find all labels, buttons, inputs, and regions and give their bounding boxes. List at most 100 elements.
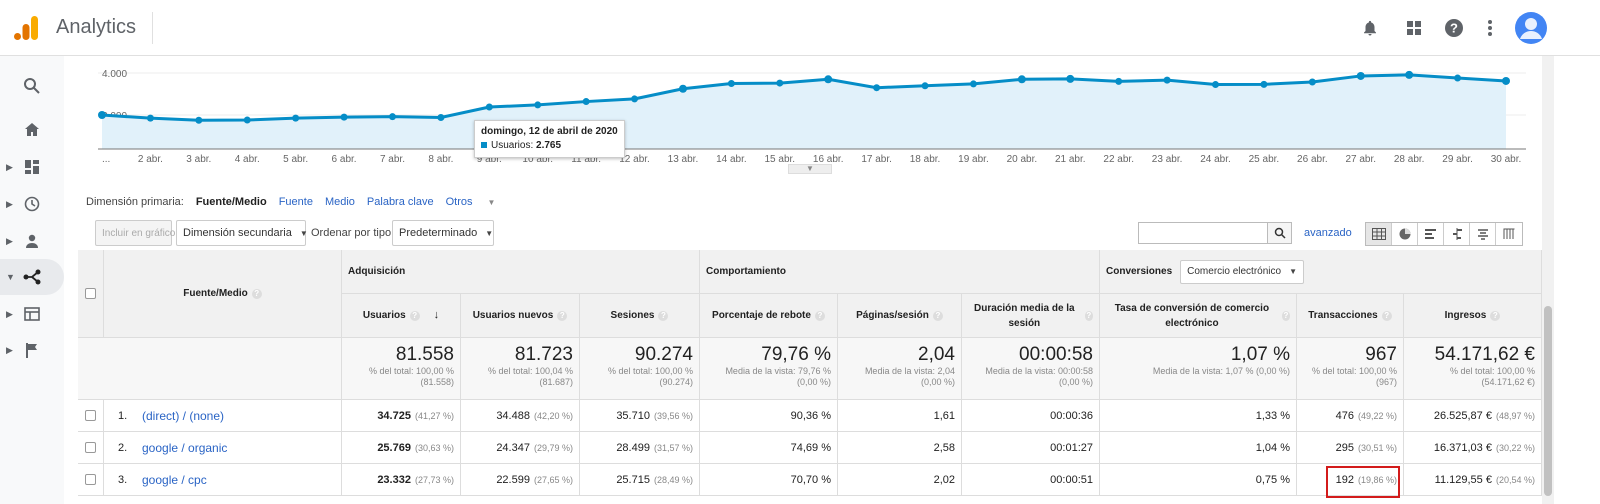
cell-users: 25.769 (30,63 %) <box>342 432 461 464</box>
cell-bounce-rate: 90,36 % <box>700 400 838 432</box>
dimension-source[interactable]: Fuente <box>278 196 313 208</box>
view-data-table-button[interactable] <box>1366 223 1392 245</box>
help-tooltip-icon[interactable]: ? <box>251 288 262 299</box>
data-point <box>1454 74 1462 82</box>
help-tooltip-icon[interactable]: ? <box>1490 310 1501 321</box>
table-filter-search-button[interactable] <box>1268 222 1292 244</box>
search-icon <box>1274 227 1286 239</box>
total-subtext: % del total: 100,00 % <box>1311 366 1397 376</box>
users-line-chart[interactable]: 2.0004.000...2 abr.3 abr.4 abr.5 abr.6 a… <box>78 56 1542 176</box>
chevron-down-icon: ▼ <box>487 198 496 207</box>
nav-behavior[interactable]: ▶ <box>0 296 64 332</box>
help-tooltip-icon[interactable]: ? <box>814 310 825 321</box>
total-value: 2,04 <box>918 344 955 365</box>
header-transactions[interactable]: Transacciones? <box>1297 294 1404 338</box>
cell-avg-session-duration: 00:00:51 <box>962 464 1100 496</box>
header-bounce-rate[interactable]: Porcentaje de rebote? <box>700 294 838 338</box>
help-tooltip-icon[interactable]: ? <box>557 310 568 321</box>
x-tick-label: 28 abr. <box>1394 154 1425 165</box>
nav-search[interactable] <box>0 68 64 104</box>
dimension-medium[interactable]: Medio <box>324 196 355 208</box>
header-source-medium[interactable]: Fuente/Medio? <box>104 250 342 338</box>
cell-new-users: 22.599 (27,65 %) <box>461 464 580 496</box>
help-tooltip-icon[interactable]: ? <box>1084 310 1093 321</box>
nav-conversions[interactable]: ▶ <box>0 332 64 368</box>
header-revenue[interactable]: Ingresos? <box>1404 294 1542 338</box>
view-term-cloud-button[interactable] <box>1470 223 1496 245</box>
scrollbar-thumb[interactable] <box>1544 306 1552 496</box>
help-tooltip-icon[interactable]: ? <box>932 310 943 321</box>
data-point <box>1212 81 1220 89</box>
cell-value: 476 <box>1335 409 1354 422</box>
x-tick-label: 18 abr. <box>910 154 941 165</box>
header-new-users[interactable]: Usuarios nuevos? <box>461 294 580 338</box>
row-index: 3. <box>118 473 128 486</box>
y-tick-label: 4.000 <box>102 69 127 80</box>
primary-dimension-row: Dimensión primaria: Fuente/Medio Fuente Med… <box>86 196 519 208</box>
apps-grid-icon[interactable] <box>1400 14 1428 42</box>
source-medium-link[interactable]: google / cpc <box>142 472 207 487</box>
table-filter-input[interactable] <box>1138 222 1268 244</box>
total-subtext: (0,00 %) <box>796 377 831 387</box>
help-icon[interactable]: ? <box>1440 14 1468 42</box>
behavior-icon <box>22 304 42 324</box>
nav-audience[interactable]: ▶ <box>0 223 64 259</box>
cell-avg-session-duration: 00:01:27 <box>962 432 1100 464</box>
header-users[interactable]: Usuarios? ↓ <box>342 294 461 338</box>
header-avg-session-duration[interactable]: Duración media de la sesión? <box>962 294 1100 338</box>
header-ecommerce-conversion-rate[interactable]: Tasa de conversión de comercio electróni… <box>1100 294 1297 338</box>
view-percentage-button[interactable] <box>1392 223 1418 245</box>
dimension-keyword[interactable]: Palabra clave <box>366 196 434 208</box>
header-label: Ingresos <box>1444 310 1487 321</box>
plot-rows-button[interactable]: Incluir en gráfico <box>95 220 175 246</box>
cell-percent: (27,65 %) <box>533 474 573 485</box>
header-pages-per-session[interactable]: Páginas/sesión? <box>838 294 962 338</box>
select-all-checkbox[interactable] <box>78 250 104 338</box>
chart-expand-handle[interactable]: ▼ <box>788 164 832 174</box>
header-sessions[interactable]: Sesiones? <box>580 294 700 338</box>
x-tick-label: 17 abr. <box>861 154 892 165</box>
cell-sessions: 35.710 (39,56 %) <box>580 400 700 432</box>
conversion-type-dropdown[interactable]: Comercio electrónico ▼ <box>1180 259 1305 284</box>
cell-value: 1,33 % <box>1255 409 1290 422</box>
sort-type-dropdown[interactable]: Predeterminado ▼ <box>392 220 494 246</box>
source-medium-link[interactable]: google / organic <box>142 440 228 455</box>
source-medium-link[interactable]: (direct) / (none) <box>142 408 225 423</box>
help-tooltip-icon[interactable]: ? <box>658 310 669 321</box>
total-subtext: (967) <box>1375 377 1397 387</box>
row-checkbox[interactable] <box>78 464 104 496</box>
total-ecommerce-conversion-rate: 1,07 % Media de la vista: 1,07 % (0,00 %) <box>1100 338 1297 400</box>
help-tooltip-icon[interactable]: ? <box>1281 310 1290 321</box>
data-point <box>1115 77 1123 85</box>
view-pivot-button[interactable] <box>1496 223 1522 245</box>
analytics-logo-icon[interactable] <box>12 14 40 42</box>
notifications-bell-icon[interactable] <box>1356 14 1384 42</box>
x-tick-label: 4 abr. <box>235 154 260 165</box>
cell-bounce-rate: 74,69 % <box>700 432 838 464</box>
view-performance-button[interactable] <box>1418 223 1444 245</box>
total-subtext: Media de la vista: 79,76 % <box>725 366 831 376</box>
page-scrollbar[interactable] <box>1542 56 1554 504</box>
row-checkbox[interactable] <box>78 400 104 432</box>
x-tick-label: 3 abr. <box>186 154 211 165</box>
advanced-filter-link[interactable]: avanzado <box>1304 227 1352 239</box>
x-tick-label: 29 abr. <box>1442 154 1473 165</box>
left-navigation: ▶ ▶ ▶ ▼ ▶ ▶ <box>0 56 64 504</box>
row-index: 1. <box>118 409 128 422</box>
help-tooltip-icon[interactable]: ? <box>409 310 420 321</box>
nav-home[interactable] <box>0 112 64 148</box>
more-vert-icon[interactable] <box>1476 14 1504 42</box>
x-tick-label: 13 abr. <box>668 154 699 165</box>
help-tooltip-icon[interactable]: ? <box>1381 310 1392 321</box>
dimension-other-dropdown[interactable]: Otros ▼ <box>446 196 508 208</box>
row-checkbox[interactable] <box>78 432 104 464</box>
nav-customization[interactable]: ▶ <box>0 149 64 185</box>
nav-realtime[interactable]: ▶ <box>0 186 64 222</box>
nav-acquisition[interactable]: ▼ <box>0 259 64 295</box>
account-avatar-icon[interactable] <box>1514 11 1548 45</box>
secondary-dimension-dropdown[interactable]: Dimensión secundaria ▼ <box>176 220 308 246</box>
view-comparison-button[interactable] <box>1444 223 1470 245</box>
term-cloud-icon <box>1477 229 1488 240</box>
data-point <box>146 114 154 122</box>
cell-percent: (19,86 %) <box>1357 474 1397 485</box>
